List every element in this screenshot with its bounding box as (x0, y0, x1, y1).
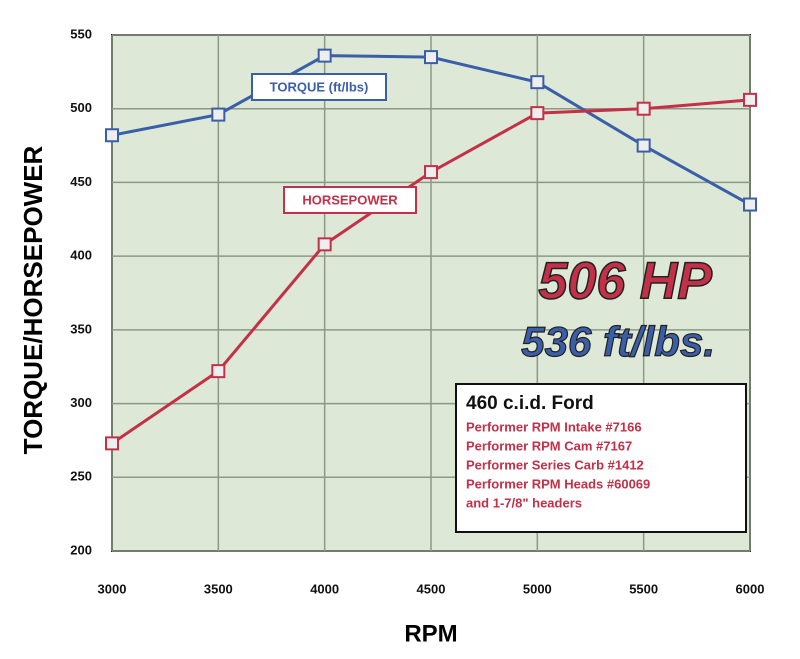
data-point (743, 92, 757, 107)
y-tick-label: 400 (70, 248, 92, 263)
x-tick-label: 3000 (98, 581, 127, 596)
y-tick-label: 450 (70, 174, 92, 189)
x-tick-label: 3500 (204, 581, 233, 596)
data-point (636, 138, 651, 153)
y-tick-label: 250 (70, 469, 92, 484)
legend-label: TORQUE (ft/lbs) (270, 79, 369, 94)
y-tick-label: 200 (70, 542, 92, 557)
data-point (105, 436, 119, 451)
legend-label: HORSEPOWER (302, 192, 398, 207)
spec-line: and 1-7/8" headers (466, 495, 582, 510)
data-point (105, 128, 119, 143)
y-tick-label: 300 (70, 395, 92, 410)
peak-hp: 506 HP (539, 253, 713, 311)
data-point (317, 237, 332, 252)
y-tick-label: 500 (70, 100, 92, 115)
legend-box (251, 73, 387, 101)
data-point (530, 106, 545, 121)
data-point (530, 75, 545, 90)
y-axis-label: TORQUE/HORSEPOWER (18, 145, 48, 454)
data-point (424, 50, 438, 65)
spec-line: Performer RPM Intake #7166 (466, 419, 642, 434)
x-tick-label: 6000 (736, 581, 765, 596)
x-tick-label: 4000 (310, 581, 339, 596)
spec-title: 460 c.i.d. Ford (466, 393, 594, 414)
spec-box (455, 383, 747, 533)
legend-box (283, 186, 417, 214)
spec-line: Performer RPM Cam #7167 (466, 438, 632, 453)
data-point (211, 364, 226, 379)
data-point (317, 48, 332, 63)
y-tick-label: 550 (70, 26, 92, 41)
x-tick-label: 4500 (417, 581, 446, 596)
x-axis-label: RPM (404, 620, 457, 647)
spec-line: Performer RPM Heads #60069 (466, 476, 650, 491)
data-point (743, 197, 757, 212)
x-tick-label: 5500 (629, 581, 658, 596)
data-point (636, 101, 651, 116)
x-tick-label: 5000 (523, 581, 552, 596)
data-point (424, 165, 438, 180)
peak-torque: 536 ft/lbs. (521, 318, 715, 365)
data-point (211, 107, 226, 122)
y-tick-label: 350 (70, 321, 92, 336)
spec-line: Performer Series Carb #1412 (466, 457, 644, 472)
